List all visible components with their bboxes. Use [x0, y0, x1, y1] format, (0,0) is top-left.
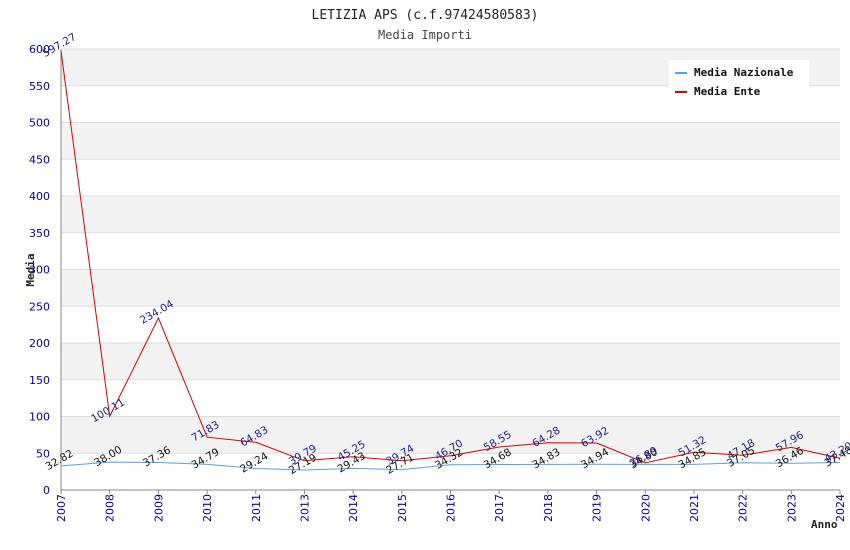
legend-box — [669, 60, 809, 101]
y-tick-label: 500 — [29, 117, 50, 130]
y-tick-label: 450 — [29, 153, 50, 166]
x-tick-label: 2023 — [785, 494, 798, 522]
y-tick-label: 550 — [29, 80, 50, 93]
band — [61, 306, 840, 343]
band — [61, 196, 840, 233]
plot-background — [61, 49, 840, 490]
y-tick-label: 100 — [29, 411, 50, 424]
band — [61, 453, 840, 490]
series-line-media-nazionale — [60, 461, 841, 471]
x-tick-label: 2018 — [542, 494, 555, 522]
x-tick-label: 2013 — [298, 494, 311, 522]
band — [61, 343, 840, 380]
band — [61, 269, 840, 307]
y-tick-label: 150 — [29, 374, 50, 387]
x-tick-label: 2010 — [201, 494, 214, 522]
y-tick-labels: 0 50 100 150 200 250 300 350 400 450 500 550 600 — [29, 43, 50, 497]
axes — [60, 49, 841, 494]
y-tick-label: 50 — [36, 447, 50, 460]
band — [61, 379, 840, 417]
x-tick-label: 2011 — [250, 494, 263, 522]
y-tick-label: 300 — [29, 264, 50, 277]
y-axis-title: Media — [24, 253, 37, 286]
y-tick-label: 400 — [29, 190, 50, 203]
y-tick-label: 200 — [29, 337, 50, 350]
band — [61, 122, 840, 160]
x-tick-labels: 2007 2008 2009 2010 2011 2013 2014 2015 2016 2017… — [55, 494, 847, 522]
x-tick-label: 2014 — [347, 494, 360, 522]
chart-subtitle: Media Importi — [378, 28, 472, 42]
x-tick-label: 2021 — [688, 494, 701, 522]
series-lines — [60, 50, 841, 471]
x-tick-label: 2022 — [737, 494, 750, 522]
x-tick-label: 2016 — [445, 494, 458, 522]
series-line-media-ente — [60, 50, 841, 464]
x-tick-label: 2008 — [104, 494, 117, 522]
chart-title: LETIZIA APS (c.f.97424580583) — [312, 8, 539, 23]
x-tick-label: 2017 — [493, 494, 506, 522]
y-tick-label: 0 — [43, 484, 50, 497]
y-tick-label: 350 — [29, 227, 50, 240]
x-axis-title: Anno — [811, 518, 838, 531]
legend-label: Media Nazionale — [694, 66, 794, 79]
y-tick-label: 600 — [29, 43, 50, 56]
legend-label: Media Ente — [694, 85, 761, 98]
x-tick-label: 2009 — [152, 494, 165, 522]
x-tick-label: 2019 — [591, 494, 604, 522]
band — [61, 416, 840, 454]
band — [61, 232, 840, 270]
x-tick-label: 2020 — [639, 494, 652, 522]
x-tick-label: 2024 — [834, 494, 847, 522]
x-tick-label: 2007 — [55, 494, 68, 522]
y-tick-label: 250 — [29, 300, 50, 313]
x-tick-label: 2015 — [396, 494, 409, 522]
band — [61, 159, 840, 196]
legend: Media Nazionale Media Ente — [669, 60, 809, 101]
